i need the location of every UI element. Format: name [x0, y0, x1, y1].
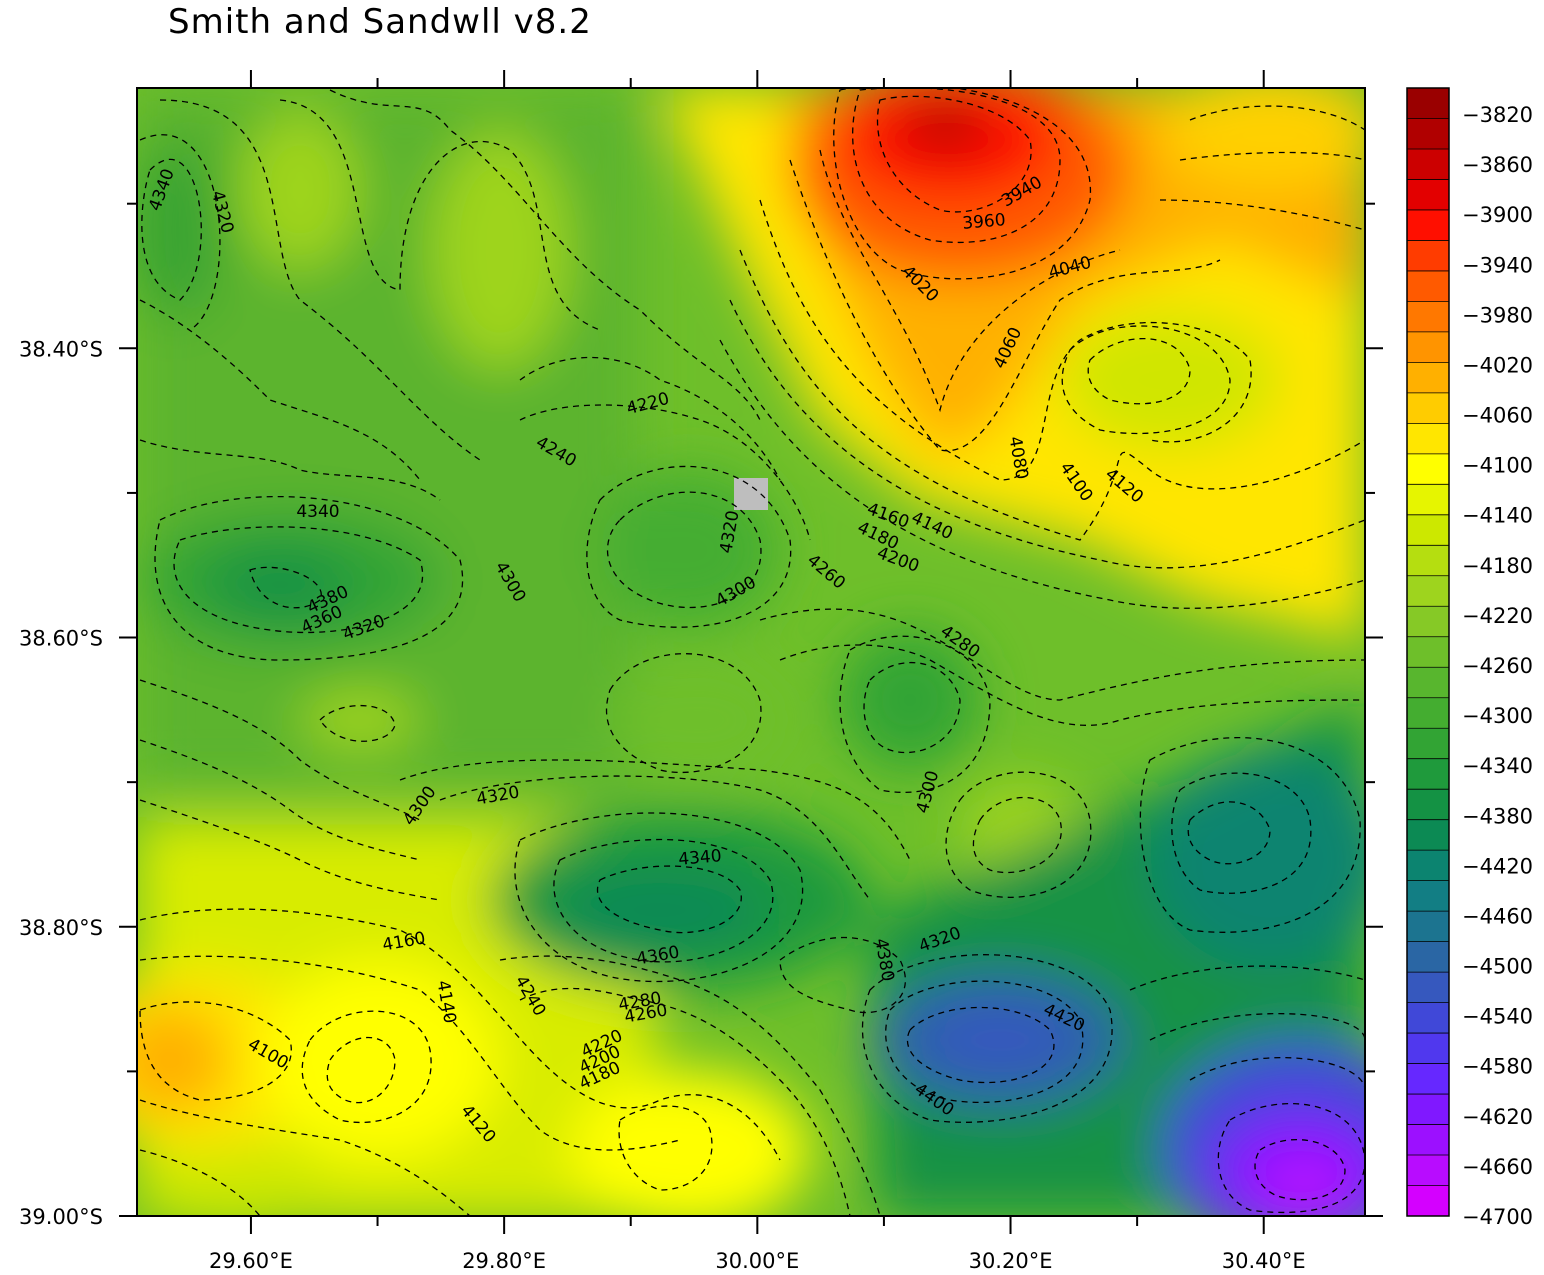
x-tick-label: 30.20°E: [969, 1249, 1053, 1273]
colorbar-swatch: [1407, 911, 1449, 943]
x-tick-label: 29.60°E: [209, 1249, 293, 1273]
colorbar-swatch: [1407, 484, 1449, 516]
colorbar-swatch: [1407, 148, 1449, 180]
colorbar-swatch: [1407, 362, 1449, 394]
colorbar-label: −4180: [1462, 554, 1533, 578]
colorbar-swatch: [1407, 88, 1449, 119]
colorbar-label: −4700: [1462, 1205, 1533, 1229]
colorbar-label: −3860: [1462, 153, 1533, 177]
colorbar-swatch: [1407, 1124, 1449, 1156]
colorbar-swatch: [1407, 118, 1449, 150]
colorbar-swatch: [1407, 728, 1449, 760]
colorbar-label: −4420: [1462, 854, 1533, 878]
colorbar-label: −4540: [1462, 1005, 1533, 1029]
map-axes: 29.60°E 29.80°E 30.00°E 30.20°E 30.40°E 38.40…: [19, 70, 1383, 1273]
colorbar-label: −4500: [1462, 955, 1533, 979]
colorbar-swatch: [1407, 179, 1449, 211]
y-tick-label: 38.80°S: [19, 916, 103, 940]
colorbar-swatch: [1407, 392, 1449, 424]
colorbar-label: −4580: [1462, 1055, 1533, 1079]
x-tick-label: 30.00°E: [715, 1249, 799, 1273]
colorbar-swatch: [1407, 606, 1449, 638]
colorbar-label: −3940: [1462, 253, 1533, 277]
colorbar-swatch: [1407, 1033, 1449, 1065]
colorbar-label: −4100: [1462, 454, 1533, 478]
colorbar-swatch: [1407, 331, 1449, 363]
colorbar-swatch: [1407, 789, 1449, 821]
y-tick-label: 38.60°S: [19, 627, 103, 651]
x-tick-label: 30.40°E: [1222, 1249, 1306, 1273]
colorbar-label: −4300: [1462, 704, 1533, 728]
colorbar-swatch: [1407, 972, 1449, 1004]
colorbar-label: −4380: [1462, 804, 1533, 828]
colorbar-label: −4340: [1462, 754, 1533, 778]
colorbar-swatch: [1407, 1094, 1449, 1126]
colorbar-label: −4620: [1462, 1105, 1533, 1129]
colorbar-swatch: [1407, 850, 1449, 882]
colorbar-label: −4460: [1462, 904, 1533, 928]
colorbar-swatch: [1407, 819, 1449, 851]
colorbar-label: −4660: [1462, 1155, 1533, 1179]
colorbar-label: −3820: [1462, 103, 1533, 127]
colorbar-swatch: [1407, 758, 1449, 790]
colorbar-swatch: [1407, 1185, 1449, 1217]
contour-label: 4340: [678, 846, 723, 870]
colorbar-swatch: [1407, 240, 1449, 272]
colorbar-swatch: [1407, 1063, 1449, 1095]
colorbar-swatch: [1407, 1155, 1449, 1187]
colorbar-swatch: [1407, 575, 1449, 607]
colorbar-swatch: [1407, 301, 1449, 333]
colorbar-swatch: [1407, 880, 1449, 912]
colorbar-label: −3980: [1462, 303, 1533, 327]
y-tick-label: 38.40°S: [19, 337, 103, 361]
colorbar-swatch: [1407, 453, 1449, 485]
colorbar-swatch: [1407, 209, 1449, 241]
colorbar-swatch: [1407, 545, 1449, 577]
colorbar-swatch: [1407, 667, 1449, 699]
colorbar-swatch: [1407, 1002, 1449, 1034]
x-tick-label: 29.80°E: [462, 1249, 546, 1273]
colorbar-label: −4260: [1462, 654, 1533, 678]
colorbar-label: −3900: [1462, 203, 1533, 227]
contour-label: 4340: [296, 502, 339, 522]
plot-frame: [136, 87, 1366, 1217]
contour-lines: [139, 88, 1365, 1216]
y-tick-label: 39.00°S: [19, 1205, 103, 1229]
colorbar-label: −4060: [1462, 404, 1533, 428]
colorbar-frame: [1406, 87, 1450, 1217]
colorbar-label: −4140: [1462, 504, 1533, 528]
colorbar-label: −4220: [1462, 604, 1533, 628]
contour-label: 3960: [962, 210, 1007, 234]
colorbar-swatch: [1407, 941, 1449, 973]
colorbar-label: −4020: [1462, 353, 1533, 377]
colorbar-swatch: [1407, 636, 1449, 668]
colorbar-swatch: [1407, 423, 1449, 455]
colorbar-swatch: [1407, 697, 1449, 729]
colorbar-swatch: [1407, 270, 1449, 302]
colorbar: −3820 −3860 −3900 −3940 −3980 −4020 −4060 −4100…: [1406, 87, 1533, 1229]
map-title: Smith and Sandwll v8.2: [168, 2, 592, 42]
colorbar-swatch: [1407, 514, 1449, 546]
depth-field: [137, 88, 1365, 1216]
